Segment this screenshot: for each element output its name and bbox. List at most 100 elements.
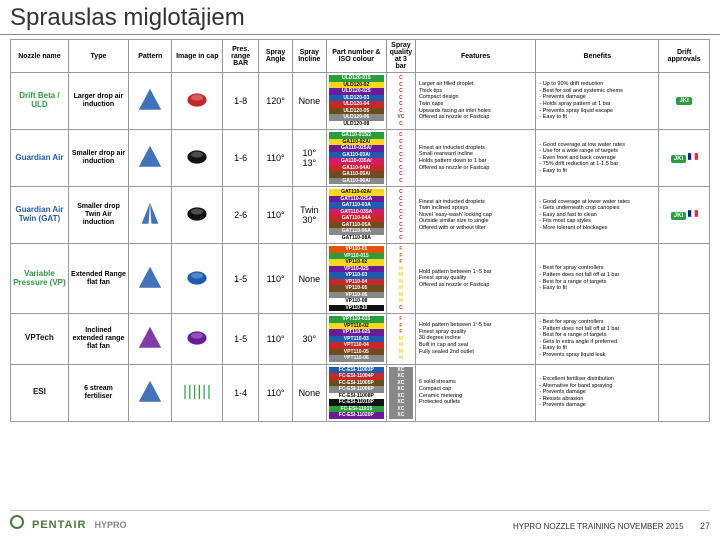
nozzle-name-cell: Guardian Air — [11, 130, 69, 187]
page-number: 27 — [700, 521, 710, 531]
incline-cell: Twin 30° — [292, 187, 326, 244]
spray-quality-cell: CCCCCCCC — [386, 130, 415, 187]
nozzle-name-cell: Guardian Air Twin (GAT) — [11, 187, 69, 244]
pattern-icon — [129, 187, 172, 244]
table-row: Guardian AirSmaller drop air induction 1-… — [11, 130, 710, 187]
col-header: Drift approvals — [659, 40, 710, 73]
quality-code: C — [389, 178, 413, 185]
col-header: Features — [415, 40, 536, 73]
type-cell: Larger drop air induction — [68, 73, 128, 130]
benefits-cell: - Excellent fertiliser distribution- Alt… — [536, 364, 659, 421]
type-cell: Smaller drop air induction — [68, 130, 128, 187]
part-numbers-cell: GAT110-02A/GAT110-025AGAT110-03AGAT110-0… — [326, 187, 386, 244]
col-header: Image in cap — [172, 40, 223, 73]
incline-cell: 10° 13° — [292, 130, 326, 187]
cap-image-icon — [172, 244, 223, 314]
col-header: Spray quality at 3 bar — [386, 40, 415, 73]
drift-approval-cell: JKI — [659, 187, 710, 244]
type-cell: 6 stream fertiliser — [68, 364, 128, 421]
spray-quality-cell: CCCCCCVCC — [386, 73, 415, 130]
footer-bar: PENTAIR HYPRO HYPRO NOZZLE TRAINING NOVE… — [10, 510, 710, 534]
nozzle-name-cell: VPTech — [11, 314, 69, 365]
col-header: Spray Angle — [259, 40, 293, 73]
drift-approval-cell — [659, 244, 710, 314]
type-cell: Inclined extended range flat fan — [68, 314, 128, 365]
jki-badge-icon: JKI — [671, 212, 686, 220]
drift-approval-cell: JKI — [659, 73, 710, 130]
angle-cell: 120° — [259, 73, 293, 130]
spray-quality-cell: FFFMMMM — [386, 314, 415, 365]
table-header-row: Nozzle nameTypePatternImage in capPres. … — [11, 40, 710, 73]
col-header: Pres. range BAR — [223, 40, 259, 73]
cap-image-icon — [172, 130, 223, 187]
part-number: ULD120-08 — [329, 121, 384, 128]
nozzle-name-cell: Variable Pressure (VP) — [11, 244, 69, 314]
angle-cell: 110° — [259, 314, 293, 365]
cap-image-icon — [172, 187, 223, 244]
benefits-cell: - Good coverage at lower water rates- Ge… — [536, 187, 659, 244]
quality-code: M — [389, 355, 413, 362]
features-cell: Finest air inducted dropletsSmall rearwa… — [415, 130, 536, 187]
spray-quality-cell: FFFMMMMMMC — [386, 244, 415, 314]
pres-cell: 1-5 — [223, 314, 259, 365]
part-number: VP110-10 — [329, 305, 384, 312]
angle-cell: 110° — [259, 244, 293, 314]
hypro-logo-text: HYPRO — [94, 520, 126, 530]
drift-approval-cell — [659, 364, 710, 421]
flag-icon — [688, 213, 698, 219]
incline-cell: None — [292, 244, 326, 314]
footer-right: HYPRO NOZZLE TRAINING NOVEMBER 2015 27 — [513, 516, 710, 534]
pres-cell: 2-6 — [223, 187, 259, 244]
part-numbers-cell: VPT110-015VPT110-02VPT110-025VPT110-03VP… — [326, 314, 386, 365]
angle-cell: 110° — [259, 187, 293, 244]
cap-image-icon — [172, 314, 223, 365]
table-row: Guardian Air Twin (GAT)Smaller drop Twin… — [11, 187, 710, 244]
drift-approval-cell — [659, 314, 710, 365]
part-numbers-cell: VP110-01VP110-015VP110-02VP110-025VP110-… — [326, 244, 386, 314]
features-cell: Hold pattern between 1~5 barFinest spray… — [415, 244, 536, 314]
spray-quality-cell: XCXCXCXCXCXCXCXC — [386, 364, 415, 421]
col-header: Spray Incline — [292, 40, 326, 73]
nozzle-name-cell: ESI — [11, 364, 69, 421]
table-row: ESI6 stream fertiliser 1-4110°NoneFC-ESI-… — [11, 364, 710, 421]
pattern-icon — [129, 130, 172, 187]
pentair-logo-text: PENTAIR — [32, 519, 86, 531]
nozzle-table-container: Nozzle nameTypePatternImage in capPres. … — [0, 35, 720, 422]
cap-image-icon — [172, 364, 223, 421]
nozzle-name-cell: Drift Beta / ULD — [11, 73, 69, 130]
col-header: Nozzle name — [11, 40, 69, 73]
incline-cell: None — [292, 364, 326, 421]
pattern-icon — [129, 244, 172, 314]
jki-badge-icon: JKI — [676, 97, 691, 105]
pattern-icon — [129, 364, 172, 421]
table-row: Variable Pressure (VP)Extended Range fla… — [11, 244, 710, 314]
incline-cell: 30° — [292, 314, 326, 365]
part-number: FC-ESI-11020P — [329, 412, 384, 419]
angle-cell: 110° — [259, 364, 293, 421]
quality-code: C — [389, 235, 413, 242]
pentair-logo-icon — [10, 515, 24, 534]
cap-image-icon — [172, 73, 223, 130]
part-numbers-cell: GA110-015/2GA110-02A/GA110-025A/GA110-03… — [326, 130, 386, 187]
type-cell: Smaller drop Twin Air induction — [68, 187, 128, 244]
page-title: Sprauslas miglotājiem — [0, 0, 720, 35]
nozzle-table: Nozzle nameTypePatternImage in capPres. … — [10, 39, 710, 422]
footer-caption: HYPRO NOZZLE TRAINING NOVEMBER 2015 — [513, 522, 684, 531]
col-header: Part number & ISO colour — [326, 40, 386, 73]
part-number: GAT110-08A — [329, 235, 384, 242]
logo-block: PENTAIR HYPRO — [10, 515, 126, 534]
part-number: GA110-06A/ — [329, 178, 384, 185]
pres-cell: 1-8 — [223, 73, 259, 130]
pres-cell: 1-4 — [223, 364, 259, 421]
features-cell: Finest air inducted dropletsTwin incline… — [415, 187, 536, 244]
pattern-icon — [129, 73, 172, 130]
type-cell: Extended Range flat fan — [68, 244, 128, 314]
spray-quality-cell: CCCCCCCC — [386, 187, 415, 244]
table-row: VPTechInclined extended range flat fan 1-… — [11, 314, 710, 365]
col-header: Pattern — [129, 40, 172, 73]
pres-cell: 1-6 — [223, 130, 259, 187]
part-numbers-cell: FC-ESI-11003PFC-ESI-11004PFC-ESI-11005PF… — [326, 364, 386, 421]
incline-cell: None — [292, 73, 326, 130]
quality-code: C — [389, 305, 413, 312]
flag-icon — [688, 156, 698, 162]
